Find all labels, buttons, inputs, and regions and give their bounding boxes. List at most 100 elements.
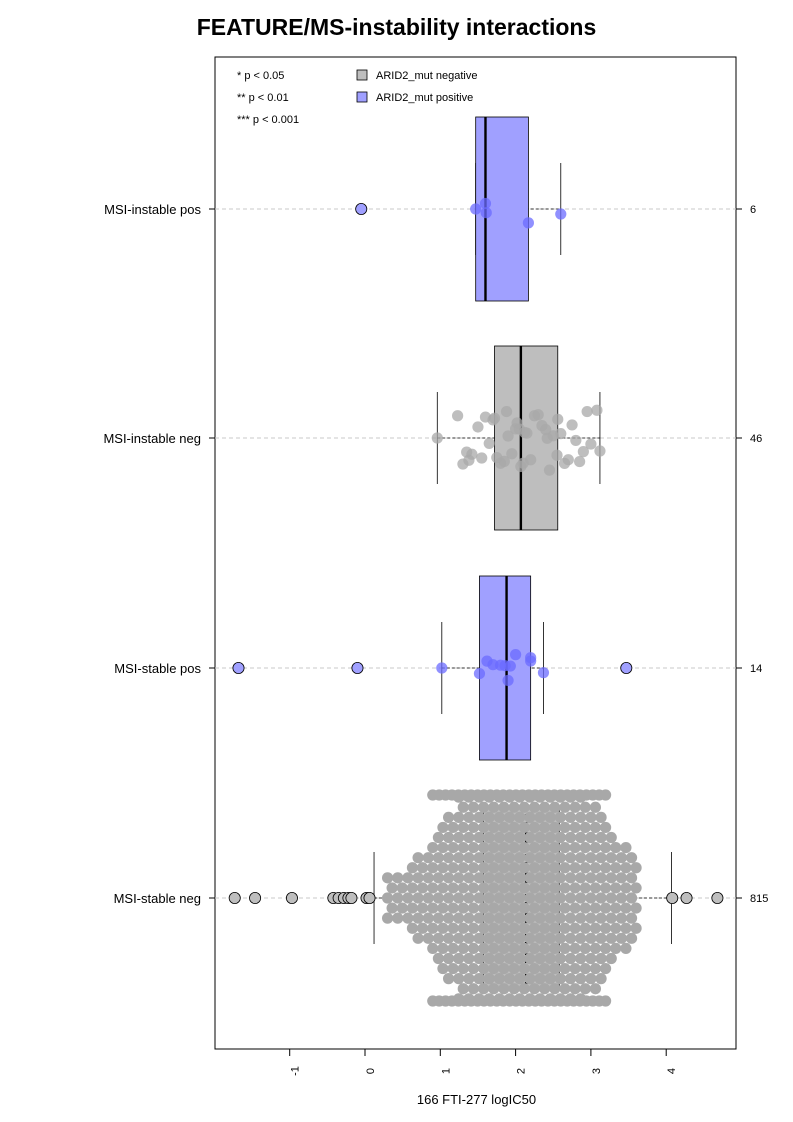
data-point <box>442 831 455 844</box>
data-point <box>599 902 612 914</box>
data-point <box>559 842 571 854</box>
data-point <box>544 912 556 924</box>
data-point <box>544 811 556 823</box>
data-point <box>442 872 455 884</box>
data-point <box>477 922 490 934</box>
data-point <box>392 872 404 884</box>
data-point <box>528 821 541 834</box>
group-count: 6 <box>750 204 756 216</box>
data-point <box>532 409 544 421</box>
data-point <box>585 892 597 904</box>
data-point <box>585 973 597 985</box>
data-point <box>528 962 541 975</box>
data-point <box>589 842 602 854</box>
data-point <box>575 852 587 864</box>
data-point <box>493 912 506 924</box>
data-point <box>417 882 429 894</box>
data-point <box>386 882 398 894</box>
data-point <box>483 831 495 844</box>
data-point <box>599 882 612 894</box>
data-point <box>412 912 424 924</box>
data-point <box>615 932 627 944</box>
data-point <box>524 872 536 884</box>
data-point <box>412 892 424 904</box>
data-point <box>549 801 561 813</box>
data-point <box>559 902 571 914</box>
x-tick-label: 2 <box>516 1068 528 1074</box>
data-point <box>467 862 480 874</box>
data-point <box>534 912 546 924</box>
data-point <box>518 902 530 914</box>
data-point <box>503 852 516 864</box>
data-point <box>579 902 591 914</box>
data-point <box>493 892 506 904</box>
data-point <box>453 892 465 904</box>
data-point <box>467 922 480 934</box>
data-point <box>514 912 526 924</box>
data-point <box>534 892 546 904</box>
data-point <box>467 842 480 854</box>
data-point <box>549 962 561 975</box>
data-point <box>549 842 561 854</box>
data-point <box>544 852 556 864</box>
data-point <box>589 962 602 975</box>
data-point <box>514 952 526 965</box>
data-point <box>437 862 449 874</box>
data-point <box>442 932 455 944</box>
data-point <box>473 872 485 884</box>
data-point <box>442 973 455 985</box>
data-point <box>544 952 556 965</box>
data-point <box>402 872 414 884</box>
data-point <box>437 962 449 975</box>
data-point <box>544 892 556 904</box>
data-point <box>579 882 591 894</box>
data-point <box>437 842 449 854</box>
data-point <box>498 882 510 894</box>
data-point <box>528 882 541 894</box>
outlier-point <box>228 892 241 905</box>
data-point <box>442 912 455 924</box>
data-point <box>463 872 475 884</box>
data-point <box>473 912 485 924</box>
data-point <box>534 973 546 985</box>
data-point <box>575 932 587 944</box>
data-point <box>488 412 501 424</box>
data-point <box>625 872 638 884</box>
data-point <box>453 811 465 823</box>
data-point <box>483 973 495 985</box>
data-point <box>442 811 455 823</box>
data-point <box>566 419 578 431</box>
data-point <box>483 437 495 450</box>
data-point <box>406 882 419 894</box>
data-point <box>562 454 574 466</box>
data-point <box>432 872 445 884</box>
data-point <box>630 902 642 914</box>
data-point <box>498 821 510 834</box>
data-point <box>506 448 518 460</box>
data-point <box>549 922 561 934</box>
data-point <box>549 902 561 914</box>
sig-legend-1: * p < 0.05 <box>237 70 284 82</box>
chart-title: FEATURE/MS-instability interactions <box>196 14 597 40</box>
data-point <box>528 842 541 854</box>
data-point <box>528 942 541 955</box>
data-point <box>406 862 419 874</box>
data-point <box>615 912 627 924</box>
data-point <box>544 973 556 985</box>
data-point <box>585 831 597 844</box>
data-point <box>538 862 551 874</box>
data-point <box>589 801 602 813</box>
group-count: 14 <box>750 663 762 675</box>
data-point <box>534 852 546 864</box>
data-point <box>575 912 587 924</box>
data-point <box>436 662 448 674</box>
data-point <box>524 852 536 864</box>
legend-swatch-negative <box>356 69 368 81</box>
data-point <box>569 862 581 874</box>
data-point <box>564 973 577 985</box>
data-point <box>605 932 617 944</box>
data-point <box>508 821 520 834</box>
data-point <box>591 404 603 416</box>
data-point <box>483 912 495 924</box>
